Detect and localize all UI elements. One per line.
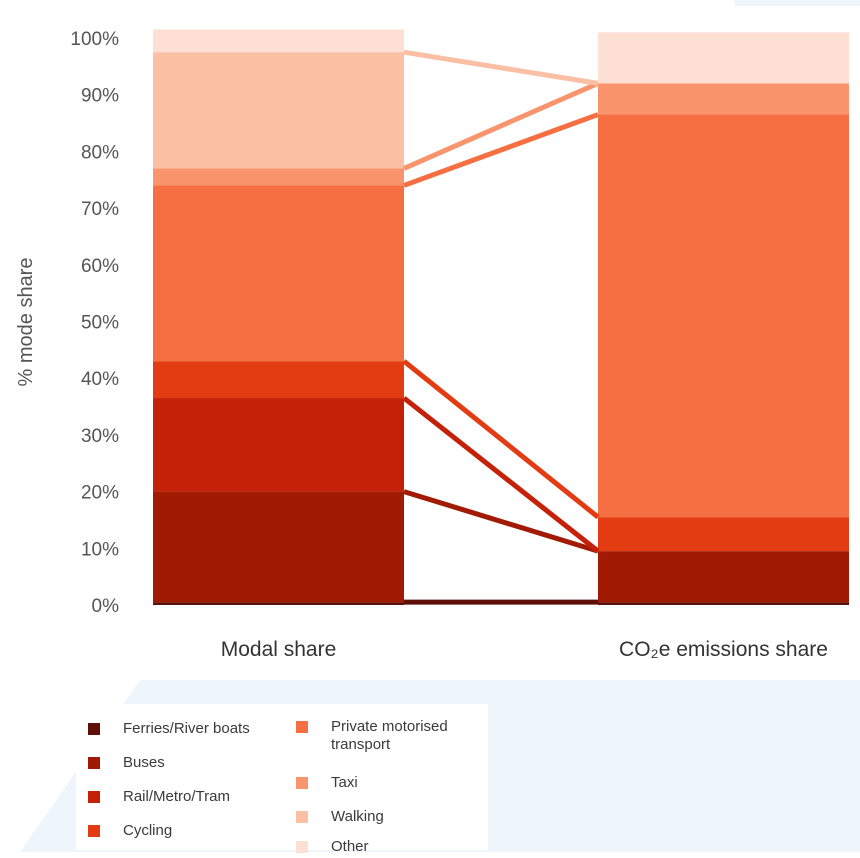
bar-segment [153, 398, 404, 492]
bar-segment [153, 361, 404, 399]
stacked-bar-chart: % mode share 0% 10% 20% 30% 40% 50% 60% 70% 80% 9… [15, 29, 849, 661]
connector-line [402, 359, 600, 520]
y-tick-label: 50% [81, 313, 119, 334]
connectors [402, 49, 600, 605]
bar-segment [598, 517, 849, 552]
connector-line [402, 396, 600, 554]
x-category-label: Modal share [221, 638, 337, 661]
bars [153, 29, 849, 605]
bar-segment [598, 32, 849, 84]
legend-swatch [88, 791, 100, 803]
legend-label: Rail/Metro/Tram [123, 788, 230, 805]
bar-segment [153, 168, 404, 186]
y-axis-label: % mode share [15, 258, 37, 387]
y-tick-label: 40% [81, 369, 119, 390]
legend-label: Other [331, 838, 369, 855]
legend-item: Cycling [88, 822, 288, 842]
y-axis-ticks: 0% 10% 20% 30% 40% 50% 60% 70% 80% 90% 100% [70, 29, 119, 617]
bar-segment [153, 602, 404, 605]
bar-segment [153, 29, 404, 53]
legend-item: Taxi [296, 774, 496, 794]
legend-swatch [88, 757, 100, 769]
x-category-label: CO₂e emissions share [619, 638, 828, 661]
y-tick-label: 0% [92, 596, 120, 617]
y-tick-label: 20% [81, 483, 119, 504]
legend-item: Private motorised transport [296, 718, 496, 753]
y-tick-label: 80% [81, 142, 119, 163]
connector-line [403, 49, 599, 86]
connector-line [403, 112, 599, 188]
y-tick-label: 70% [81, 199, 119, 220]
y-tick-label: 60% [81, 256, 119, 277]
legend-label: Cycling [123, 822, 173, 839]
legend-label: Buses [123, 754, 165, 771]
bar-segment [153, 52, 404, 169]
y-tick-label: 30% [81, 426, 119, 447]
legend-label: Private motorised transport [331, 718, 448, 753]
y-tick-label: 10% [81, 539, 119, 560]
bar-segment [598, 602, 849, 605]
connector-line [402, 81, 600, 171]
legend-item: Ferries/River boats [88, 720, 288, 740]
legend: Ferries/River boats Buses Rail/Metro/Tram C… [76, 704, 488, 855]
connector-line [403, 489, 599, 554]
legend-swatch [296, 811, 308, 823]
legend-label: Ferries/River boats [123, 720, 250, 737]
legend-swatch [88, 825, 100, 837]
legend-swatch [296, 721, 308, 733]
legend-label: Walking [331, 808, 384, 825]
bar-segment [598, 83, 849, 115]
y-tick-label: 100% [70, 29, 119, 50]
legend-label: Taxi [331, 774, 358, 791]
bar-segment [153, 185, 404, 362]
legend-item: Buses [88, 754, 288, 774]
bar-segment [598, 114, 849, 518]
legend-item: Rail/Metro/Tram [88, 788, 288, 808]
legend-item: Walking [296, 808, 496, 828]
bar-segment [153, 491, 404, 603]
legend-item: Other [296, 838, 496, 858]
bar-segment [598, 551, 849, 603]
y-tick-label: 90% [81, 86, 119, 107]
legend-swatch [296, 841, 308, 853]
legend-swatch [296, 777, 308, 789]
legend-swatch [88, 723, 100, 735]
x-axis-labels: Modal share CO₂e emissions share [221, 638, 828, 661]
